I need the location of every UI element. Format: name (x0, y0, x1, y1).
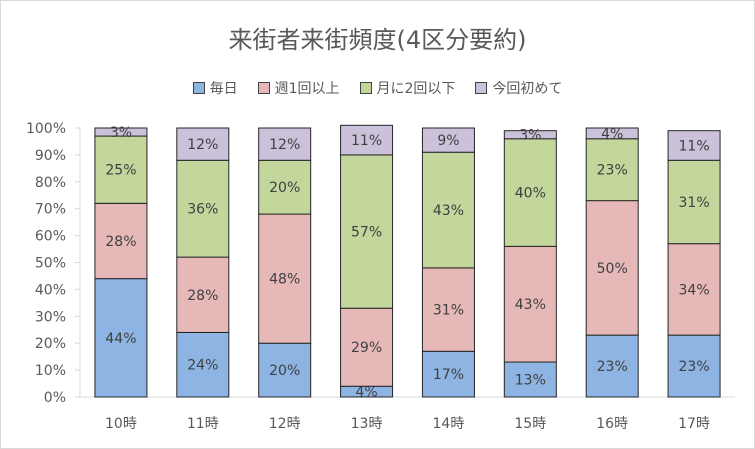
bar-segment (585, 334, 639, 398)
bar-segment (340, 154, 394, 309)
bar-segment (585, 138, 639, 202)
y-tick-label: 90% (35, 148, 66, 164)
data-label: 23% (679, 359, 710, 375)
data-label: 12% (187, 137, 218, 153)
data-label: 3% (110, 125, 132, 141)
data-label: 4% (601, 126, 623, 142)
bar-segment (340, 307, 394, 387)
data-label: 29% (351, 340, 382, 356)
chart-title: 来街者来街頻度(4区分要約) (228, 26, 527, 54)
x-tick-label: 14時 (433, 416, 465, 432)
bar-segment (421, 267, 475, 352)
data-label: 12% (269, 137, 300, 153)
y-tick-label: 100% (26, 121, 66, 137)
data-label: 31% (433, 303, 464, 319)
legend-item-weekly: 週1回以上 (257, 78, 340, 98)
y-tick-label: 60% (35, 229, 66, 245)
y-tick-label: 70% (35, 202, 66, 218)
bar-segment (258, 342, 312, 398)
data-label: 50% (597, 261, 628, 277)
data-label: 44% (105, 331, 136, 347)
legend-label-daily: 毎日 (209, 81, 238, 97)
legend-label-weekly: 週1回以上 (274, 81, 340, 97)
bar-segment (340, 124, 394, 156)
data-label: 4% (355, 385, 377, 401)
data-label: 9% (437, 133, 459, 149)
data-label: 43% (433, 203, 464, 219)
bar-segment (94, 202, 148, 280)
data-label: 23% (597, 163, 628, 179)
data-label: 31% (679, 195, 710, 211)
bar-segment (258, 127, 312, 161)
bar-segment (421, 127, 475, 153)
legend-item-daily: 毎日 (192, 78, 238, 98)
data-label: 11% (679, 138, 710, 154)
bar-segment (667, 243, 721, 336)
data-label: 24% (187, 358, 218, 374)
bar-segment (176, 331, 230, 398)
bar-segment (503, 138, 557, 247)
x-tick-label: 13時 (351, 416, 383, 432)
data-label: 17% (433, 367, 464, 383)
data-label: 36% (187, 202, 218, 218)
data-label: 43% (515, 297, 546, 313)
bar-segment (176, 256, 230, 333)
x-tick-label: 17時 (678, 416, 710, 432)
x-tick-label: 11時 (187, 416, 219, 432)
y-tick-label: 40% (35, 282, 66, 298)
chart-legend: 毎日 週1回以上 月に2回以下 今回初めて (0, 78, 755, 98)
data-label: 40% (515, 186, 546, 202)
bar-segment (503, 245, 557, 363)
legend-item-monthly: 月に2回以下 (359, 78, 456, 98)
bar-segment (176, 159, 230, 258)
bar-segment (503, 130, 557, 140)
bar-segment (94, 135, 148, 204)
legend-label-first-time: 今回初めて (492, 81, 563, 97)
legend-item-first-time: 今回初めて (475, 78, 562, 98)
y-tick-label: 0% (44, 390, 66, 406)
bar-segment (667, 159, 721, 245)
data-label: 34% (679, 282, 710, 298)
data-label: 11% (351, 133, 382, 149)
data-label: 25% (105, 163, 136, 179)
x-tick-label: 12時 (269, 416, 301, 432)
bar-segment (667, 130, 721, 161)
y-tick-label: 20% (35, 336, 66, 352)
bar-segment (503, 361, 557, 398)
x-tick-label: 10時 (105, 416, 137, 432)
data-label: 28% (187, 288, 218, 304)
bar-segment (176, 127, 230, 161)
x-tick-label: 15時 (514, 416, 546, 432)
bar-segment (94, 127, 148, 137)
y-tick-label: 30% (35, 309, 66, 325)
data-label: 3% (519, 128, 541, 144)
legend-swatch-daily (192, 82, 205, 94)
legend-swatch-weekly (257, 82, 270, 94)
legend-swatch-monthly (359, 82, 372, 94)
y-tick-label: 50% (35, 256, 66, 272)
data-label: 20% (269, 180, 300, 196)
bar-segment (94, 278, 148, 398)
bar-segment (421, 151, 475, 269)
data-label: 28% (105, 234, 136, 250)
bar-segment (258, 213, 312, 344)
data-label: 20% (269, 363, 300, 379)
data-label: 13% (515, 373, 546, 389)
legend-swatch-first-time (475, 82, 488, 94)
y-tick-label: 80% (35, 175, 66, 191)
bar-segment (585, 200, 639, 336)
legend-label-monthly: 月に2回以下 (376, 81, 456, 97)
y-tick-label: 10% (35, 363, 66, 379)
bar-segment (667, 334, 721, 398)
data-label: 48% (269, 272, 300, 288)
bar-segment (585, 127, 639, 140)
x-tick-label: 16時 (596, 416, 628, 432)
data-label: 23% (597, 359, 628, 375)
data-label: 57% (351, 225, 382, 241)
bar-segment (421, 350, 475, 398)
